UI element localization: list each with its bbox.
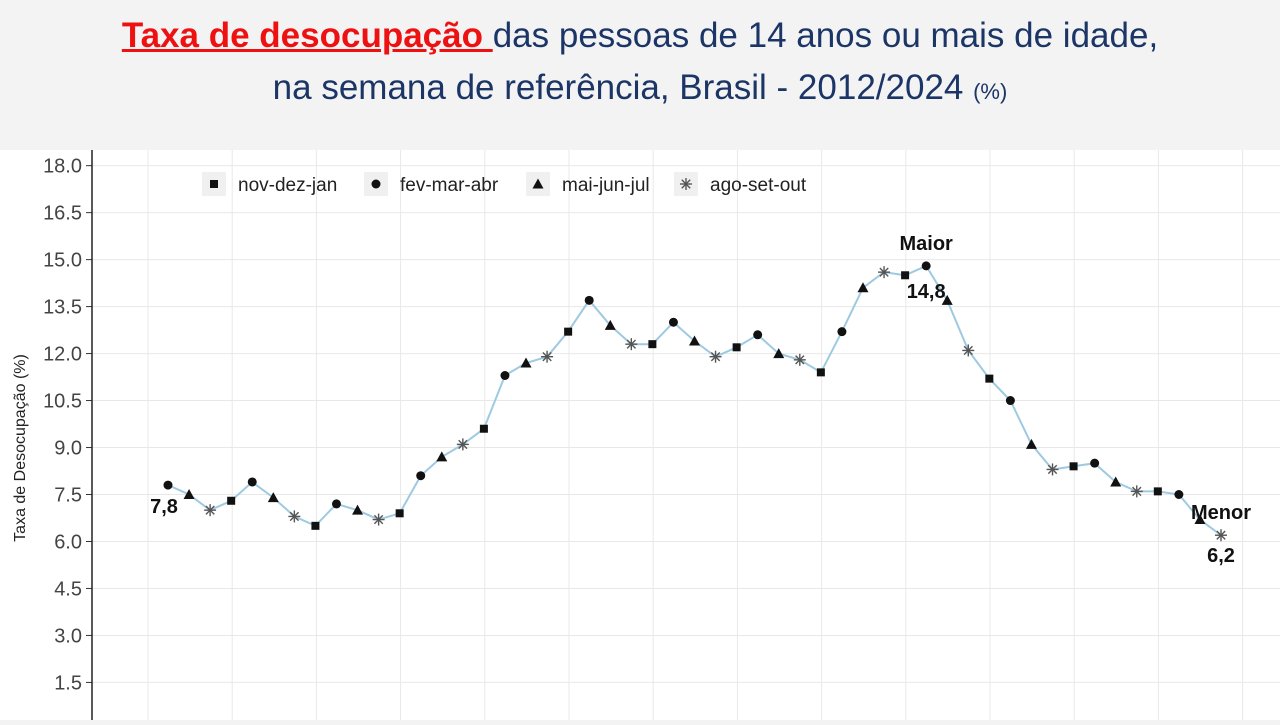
marker-circle <box>163 480 173 490</box>
marker-circle <box>1005 396 1015 406</box>
marker-triangle <box>183 489 195 500</box>
marker-circle <box>500 370 510 380</box>
marker-square <box>564 327 573 336</box>
y-tick-label: 13.5 <box>43 297 82 319</box>
y-axis: 1.5 3.0 4.5 6.0 7.5 9.0 10.5 12.0 13.5 15.0 16.5 18… <box>43 150 93 720</box>
chart-area: 1.5 3.0 4.5 6.0 7.5 9.0 10.5 12.0 13.5 15.0 16.5 18… <box>0 150 1280 720</box>
y-tick-label: 3.0 <box>54 625 82 647</box>
marker-asterisk <box>793 353 806 366</box>
marker-circle <box>247 477 257 487</box>
marker-triangle <box>352 504 364 515</box>
grid-lines <box>92 150 1280 720</box>
marker-asterisk <box>372 513 385 526</box>
annotation-label: Menor <box>1191 502 1251 524</box>
marker-square <box>648 340 657 349</box>
marker-circle <box>1174 490 1184 500</box>
y-tick-label: 4.5 <box>54 578 82 600</box>
y-tick-label: 1.5 <box>54 672 82 694</box>
marker-asterisk <box>288 510 301 523</box>
marker-circle <box>331 499 341 509</box>
title-line-1: Taxa de desocupação das pessoas de 14 an… <box>0 10 1280 62</box>
data-markers <box>163 261 1227 542</box>
marker-square <box>732 343 741 352</box>
marker-triangle <box>520 357 532 368</box>
marker-square <box>816 368 825 377</box>
legend-label: fev-mar-abr <box>400 175 499 196</box>
annotation-label: 6,2 <box>1207 545 1235 567</box>
marker-square <box>985 374 994 383</box>
marker-asterisk <box>456 438 469 451</box>
marker-triangle <box>1110 476 1122 487</box>
marker-circle <box>753 330 763 340</box>
title-line-2: na semana de referência, Brasil - 2012/2… <box>0 62 1280 118</box>
marker-asterisk <box>1046 463 1059 476</box>
marker-asterisk <box>1130 485 1143 498</box>
y-tick-label: 12.0 <box>43 344 82 366</box>
marker-triangle <box>436 451 448 462</box>
legend-label: mai-jun-jul <box>562 175 650 196</box>
marker-asterisk <box>204 504 217 517</box>
marker-circle <box>1090 458 1100 468</box>
marker-triangle <box>773 348 785 359</box>
legend: nov-dez-jan fev-mar-abr mai-jun-jul ago-set… <box>202 172 807 196</box>
marker-triangle <box>1194 514 1206 525</box>
marker-triangle <box>604 319 616 330</box>
y-tick-label: 6.0 <box>54 531 82 553</box>
marker-asterisk <box>625 338 638 351</box>
marker-square <box>311 521 320 530</box>
marker-square <box>227 496 236 505</box>
marker-triangle <box>532 178 544 189</box>
marker-square <box>395 509 404 518</box>
marker-circle <box>416 471 426 481</box>
marker-triangle <box>267 492 279 503</box>
y-tick-label: 9.0 <box>54 438 82 460</box>
marker-circle <box>371 179 381 189</box>
line-chart: 1.5 3.0 4.5 6.0 7.5 9.0 10.5 12.0 13.5 15.0 16.5 18… <box>0 150 1280 720</box>
chart-title: Taxa de desocupação das pessoas de 14 an… <box>0 10 1280 118</box>
marker-asterisk <box>541 350 554 363</box>
annotation-label: Maior <box>899 233 953 255</box>
marker-asterisk <box>680 178 692 190</box>
marker-circle <box>668 317 678 327</box>
annotation-label: 14,8 <box>907 281 946 303</box>
marker-asterisk <box>1215 529 1227 542</box>
y-tick-label: 18.0 <box>43 156 82 178</box>
legend-label: ago-set-out <box>710 175 807 196</box>
marker-square <box>1069 462 1078 471</box>
marker-square <box>901 271 910 280</box>
title-highlight: Taxa de desocupação <box>121 16 493 55</box>
annotations: 7,8 Maior 14,8 Menor 6,2 <box>150 233 1251 567</box>
plot-background <box>0 150 1280 720</box>
marker-circle <box>584 295 594 305</box>
marker-asterisk <box>962 344 975 357</box>
marker-circle <box>837 327 847 337</box>
y-tick-label: 16.5 <box>43 203 82 225</box>
marker-triangle <box>941 294 953 305</box>
title-line2-text: na semana de referência, Brasil - 2012/2… <box>272 68 964 107</box>
marker-triangle <box>689 335 700 346</box>
title-band <box>0 0 1280 150</box>
annotation-label: 7,8 <box>150 496 178 518</box>
marker-square <box>210 180 218 188</box>
marker-asterisk <box>878 266 891 279</box>
title-unit: (%) <box>973 79 1008 104</box>
y-tick-label: 7.5 <box>54 485 82 507</box>
marker-square <box>479 424 488 433</box>
title-rest: das pessoas de 14 anos ou mais de idade, <box>492 16 1159 55</box>
y-tick-label: 10.5 <box>43 391 82 413</box>
y-tick-label: 15.0 <box>43 250 82 272</box>
y-axis-label: Taxa de Desocupação (%) <box>12 354 29 542</box>
marker-asterisk <box>709 350 722 363</box>
marker-circle <box>921 261 931 271</box>
marker-triangle <box>857 282 869 293</box>
legend-label: nov-dez-jan <box>238 175 337 196</box>
marker-square <box>1153 487 1162 496</box>
marker-triangle <box>1025 438 1037 449</box>
